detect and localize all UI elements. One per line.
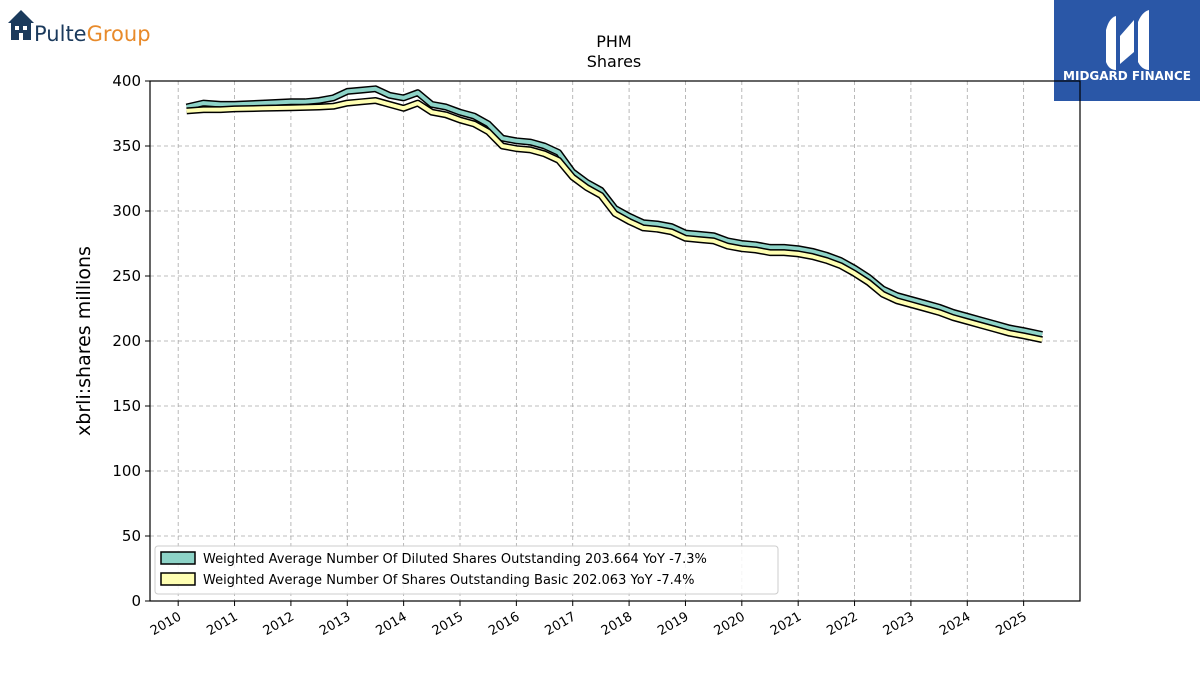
y-axis-label: xbrli:shares millions bbox=[73, 246, 95, 436]
x-tick-label: 2024 bbox=[937, 609, 973, 639]
midgard-finance-logo: MIDGARD FINANCE bbox=[1054, 0, 1200, 101]
grid bbox=[150, 80, 1080, 602]
house-icon bbox=[8, 10, 34, 40]
x-tick-label: 2018 bbox=[599, 609, 635, 639]
y-tick-label: 150 bbox=[112, 397, 141, 415]
legend-swatch-diluted bbox=[160, 551, 196, 565]
y-tick-label: 400 bbox=[112, 72, 141, 90]
x-tick-label: 2011 bbox=[204, 609, 240, 639]
y-tick-label: 0 bbox=[131, 592, 141, 610]
x-tick-label: 2013 bbox=[317, 609, 353, 639]
x-axis-ticks: 2010 2011 2012 2013 2014 2015 2016 2017 2018 2019… bbox=[148, 601, 1030, 639]
chart-title: PHM bbox=[596, 32, 631, 51]
y-tick-label: 300 bbox=[112, 202, 141, 220]
brand-left-part2: Group bbox=[87, 22, 151, 46]
y-tick-label: 200 bbox=[112, 332, 141, 350]
series-line-1 bbox=[186, 98, 1043, 342]
y-axis-ticks: 0 50 100 150 200 250 300 350 400 bbox=[112, 72, 150, 610]
x-tick-label: 2020 bbox=[712, 609, 748, 639]
legend-label-basic: Weighted Average Number Of Shares Outsta… bbox=[203, 573, 694, 588]
pultegroup-logo: PulteGroup bbox=[6, 6, 156, 48]
y-tick-label: 250 bbox=[112, 267, 141, 285]
y-tick-label: 350 bbox=[112, 137, 141, 155]
legend-label-diluted: Weighted Average Number Of Diluted Share… bbox=[203, 552, 707, 567]
x-tick-label: 2025 bbox=[993, 609, 1029, 639]
x-tick-label: 2012 bbox=[261, 609, 297, 639]
x-tick-label: 2021 bbox=[768, 609, 804, 639]
x-tick-label: 2017 bbox=[543, 609, 579, 639]
x-tick-label: 2019 bbox=[655, 609, 691, 639]
x-tick-label: 2016 bbox=[486, 609, 522, 639]
brand-right-name: MIDGARD FINANCE bbox=[1063, 69, 1191, 83]
y-tick-label: 100 bbox=[112, 462, 141, 480]
chart-subtitle: Shares bbox=[587, 52, 642, 71]
series-line-0 bbox=[186, 86, 1043, 337]
x-tick-label: 2022 bbox=[824, 609, 860, 639]
x-tick-label: 2015 bbox=[430, 609, 466, 639]
x-tick-label: 2010 bbox=[148, 609, 184, 639]
legend-swatch-basic bbox=[160, 572, 196, 586]
y-tick-label: 50 bbox=[122, 527, 141, 545]
x-tick-label: 2014 bbox=[373, 609, 409, 639]
midgard-logo-mark bbox=[1106, 10, 1149, 70]
series-layer bbox=[185, 85, 1043, 344]
svg-text:PulteGroup: PulteGroup bbox=[34, 22, 151, 46]
legend: Weighted Average Number Of Diluted Share… bbox=[154, 545, 779, 595]
legend-box bbox=[154, 545, 779, 595]
x-tick-label: 2023 bbox=[881, 609, 917, 639]
brand-left-part1: Pulte bbox=[34, 22, 87, 46]
